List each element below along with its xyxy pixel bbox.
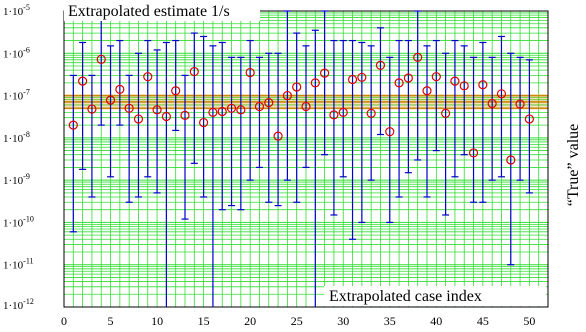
data-point (171, 86, 181, 96)
data-point (189, 66, 199, 77)
y-tick-base: 1·10 (3, 48, 24, 60)
y-tick-label: 1·10-10 (3, 214, 34, 229)
data-point (115, 84, 125, 94)
data-point (264, 98, 274, 108)
y-tick-base: 1·10 (3, 91, 24, 103)
data-point (124, 103, 134, 113)
y-tick-exponent: -9 (23, 172, 30, 181)
data-point (273, 131, 283, 141)
y-tick-exponent: -8 (23, 130, 30, 139)
data-point (217, 106, 227, 117)
y-tick-label: 1·10-9 (3, 172, 30, 187)
data-point (441, 108, 451, 118)
x-tick-labels: 0 5 10 15 20 25 30 35 40 45 50 (61, 314, 535, 328)
y-tick-base: 1·10 (3, 6, 24, 18)
y-tick-label: 1·10-6 (3, 45, 30, 60)
x-tick-label: 25 (291, 314, 303, 328)
data-point (292, 82, 302, 92)
data-point (78, 76, 88, 86)
data-point (236, 105, 246, 115)
data-point (394, 78, 404, 88)
y-tick-label: 1·10-8 (3, 130, 30, 145)
y-tick-label: 1·10-7 (3, 88, 30, 103)
y-tick-base: 1·10 (3, 300, 24, 312)
data-point (478, 80, 488, 90)
data-point (431, 72, 441, 82)
data-point (375, 60, 386, 70)
y-tick-base: 1·10 (3, 260, 24, 272)
y-tick-base: 1·10 (3, 217, 24, 229)
data-point (282, 90, 292, 101)
plot-frame (63, 10, 549, 308)
data-point (254, 101, 265, 112)
data-point (357, 72, 367, 82)
data-point (496, 89, 507, 99)
plot-border (63, 10, 549, 308)
y-tick-exponent: -5 (23, 3, 30, 12)
data-point (515, 99, 525, 109)
data-point (459, 81, 469, 91)
data-point (152, 105, 162, 115)
title-backdrop (64, 1, 260, 21)
y-tick-labels: 1·10-51·10-61·10-71·10-81·10-91·10-101·1… (3, 3, 34, 312)
data-point (468, 148, 479, 158)
y-tick-exponent: -10 (23, 214, 34, 223)
data-point (524, 114, 534, 124)
data-point (208, 107, 218, 117)
y-tick-exponent: -7 (23, 88, 30, 97)
y-tick-label: 1·10-11 (3, 257, 34, 272)
x-tick-label: 15 (198, 314, 210, 328)
data-point (320, 68, 330, 78)
y-tick-base: 1·10 (3, 175, 24, 187)
y-tick-base: 1·10 (3, 133, 24, 145)
data-point (413, 52, 423, 62)
true-value-label: “True” value (565, 124, 582, 207)
x-tick-label: 45 (477, 314, 489, 328)
x-tick-label: 35 (384, 314, 396, 328)
y-tick-label: 1·10-5 (3, 3, 30, 18)
x-tick-label: 20 (244, 314, 256, 328)
data-point (310, 78, 320, 88)
data-point (366, 108, 376, 118)
x-tick-label: 30 (337, 314, 349, 328)
data-point (68, 120, 78, 130)
y-tick-label: 1·10-12 (3, 297, 34, 312)
x-tick-label: 40 (430, 314, 442, 328)
y-tick-exponent: -6 (23, 45, 30, 54)
x-tick-label: 50 (523, 314, 535, 328)
data-point (329, 110, 339, 120)
y-tick-exponent: -11 (23, 257, 33, 266)
data-point (338, 107, 348, 117)
data-point (245, 67, 255, 78)
y-tick-exponent: -12 (23, 297, 34, 306)
data-point (133, 114, 144, 124)
data-point (487, 98, 497, 109)
data-point (143, 72, 153, 82)
data-point (403, 73, 413, 83)
xlabel-backdrop (324, 286, 546, 306)
x-tick-label: 0 (61, 314, 67, 328)
data-point (199, 117, 209, 128)
data-point (506, 155, 516, 165)
data-point (347, 74, 358, 85)
data-point (450, 76, 460, 86)
data-point (226, 103, 237, 113)
data-points (68, 52, 534, 165)
data-point (180, 110, 190, 120)
x-tick-label: 10 (151, 314, 163, 328)
chart-title: Extrapolated estimate 1/s (68, 3, 230, 20)
data-point (301, 101, 311, 112)
x-axis-label: Extrapolated case index (329, 288, 482, 305)
data-point (422, 86, 432, 96)
error-bars (69, 10, 533, 307)
data-point (161, 111, 171, 122)
data-point (87, 104, 97, 114)
data-point (96, 54, 106, 64)
data-point (385, 127, 395, 137)
data-point (105, 95, 116, 105)
x-tick-label: 5 (108, 314, 114, 328)
